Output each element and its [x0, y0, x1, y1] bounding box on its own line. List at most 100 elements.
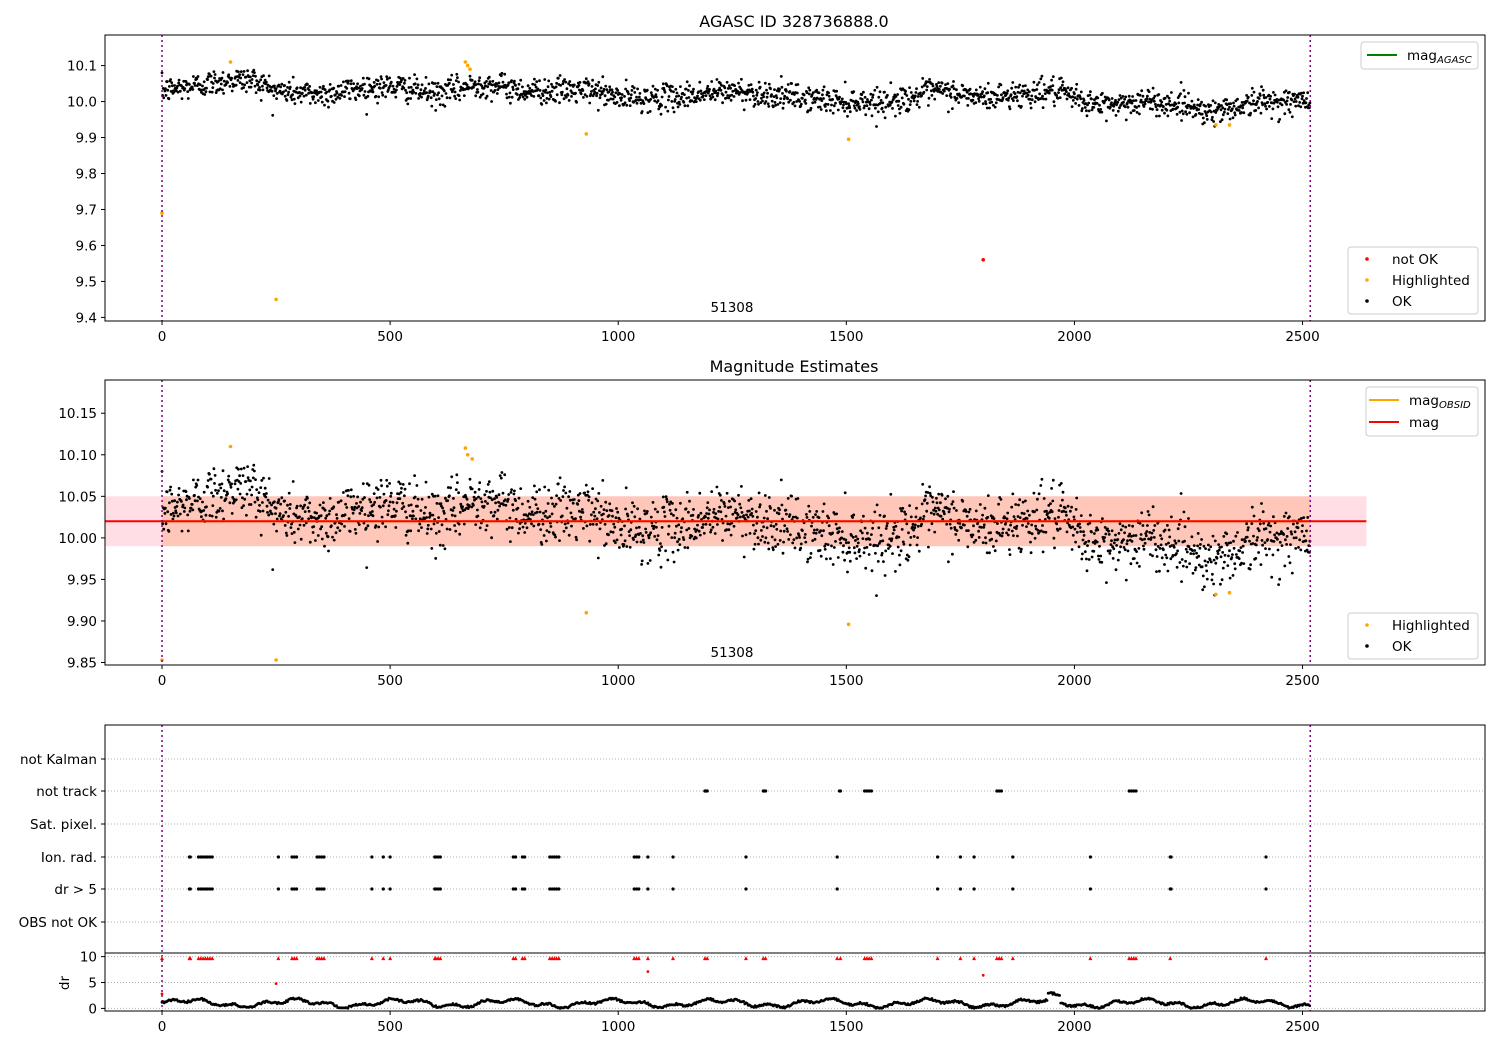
ok-point — [1284, 89, 1288, 93]
ok-point — [499, 476, 503, 480]
ok-point — [983, 87, 987, 91]
ok-point — [403, 487, 407, 491]
ok-point — [389, 80, 393, 84]
ok-point — [183, 506, 187, 510]
ok-point — [388, 482, 391, 485]
ok-point — [864, 113, 868, 117]
ok-point — [365, 113, 369, 116]
ok-point — [345, 87, 349, 90]
ok-point — [705, 512, 708, 515]
ok-point — [363, 496, 366, 499]
ok-point — [1011, 492, 1015, 496]
ok-point — [1026, 509, 1030, 513]
ok-point — [361, 482, 365, 485]
ok-point — [430, 547, 434, 550]
ok-point — [622, 543, 626, 546]
ok-point — [170, 499, 174, 503]
ok-point — [708, 523, 712, 526]
ok-point — [802, 93, 806, 97]
ok-point — [1203, 121, 1206, 125]
dr-gt-5-point — [511, 887, 515, 891]
ok-point — [1154, 548, 1158, 552]
ok-point — [539, 528, 543, 531]
ok-point — [996, 522, 999, 525]
ok-point — [748, 98, 752, 101]
ok-point — [701, 526, 704, 529]
ok-point — [1153, 524, 1157, 527]
ok-point — [554, 85, 558, 89]
dr-gt-5-point — [370, 887, 374, 891]
ok-point — [884, 527, 888, 530]
ok-point — [505, 96, 509, 100]
ion-rad-point — [381, 855, 385, 859]
ok-point — [605, 88, 609, 92]
ok-point — [343, 90, 347, 93]
ok-point — [611, 97, 615, 101]
ok-point — [994, 101, 998, 105]
ok-point — [657, 553, 661, 557]
ok-point — [302, 94, 306, 98]
ok-point — [1112, 104, 1116, 108]
ok-point — [858, 105, 861, 109]
ok-point — [332, 86, 336, 90]
ok-point — [1212, 120, 1215, 123]
ok-point — [431, 513, 435, 517]
ok-point — [1200, 565, 1204, 569]
ok-point — [440, 94, 444, 98]
ok-point — [174, 509, 178, 513]
ok-point — [796, 497, 800, 500]
ok-point — [506, 497, 510, 501]
ok-point — [1062, 509, 1065, 513]
not-track-point — [705, 789, 709, 793]
ok-point — [713, 532, 717, 535]
ok-point — [380, 484, 383, 488]
ok-point — [561, 495, 565, 498]
ok-point — [375, 496, 379, 500]
ok-point — [1123, 548, 1127, 552]
ok-point — [564, 526, 568, 530]
ok-point — [795, 536, 799, 540]
ok-point — [1193, 549, 1197, 552]
ok-point — [587, 82, 591, 86]
ok-point — [748, 532, 752, 535]
ok-point — [1175, 552, 1178, 555]
ok-point — [491, 489, 495, 493]
ok-point — [925, 509, 929, 513]
ok-point — [367, 514, 370, 518]
ok-point — [607, 90, 611, 94]
dr-point — [742, 1000, 746, 1003]
ion-rad-point — [201, 855, 205, 859]
ok-point — [653, 99, 657, 103]
highlighted-point — [274, 658, 278, 662]
ok-point — [1180, 109, 1184, 113]
ok-point — [1261, 510, 1265, 514]
ok-point — [1071, 525, 1075, 529]
ok-point — [1170, 91, 1173, 94]
ok-point — [625, 545, 629, 548]
ok-point — [1297, 104, 1300, 108]
ok-point — [193, 81, 196, 85]
ok-point — [1252, 90, 1256, 94]
ok-point — [1301, 524, 1304, 527]
ok-point — [242, 466, 246, 470]
ok-point — [1175, 112, 1179, 116]
ok-point — [708, 94, 712, 98]
ok-point — [1115, 103, 1118, 107]
x-tick-label: 0 — [158, 673, 167, 689]
ok-point — [163, 89, 167, 93]
ok-point — [843, 80, 847, 84]
ok-point — [1071, 95, 1075, 99]
ok-point — [1219, 582, 1222, 586]
ok-point — [917, 549, 921, 553]
ok-point — [699, 511, 703, 515]
ok-point — [862, 514, 865, 518]
ok-point — [211, 82, 215, 85]
ok-point — [1142, 544, 1145, 548]
ok-point — [602, 508, 606, 511]
ok-point — [678, 543, 682, 546]
ok-point — [770, 93, 773, 96]
ok-point — [811, 101, 815, 105]
ok-point — [210, 514, 214, 518]
ok-point — [1132, 534, 1136, 537]
ok-point — [947, 110, 950, 114]
